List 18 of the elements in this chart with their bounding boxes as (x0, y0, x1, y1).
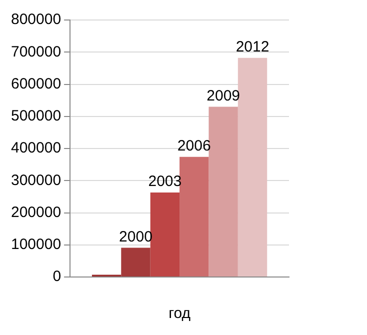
y-tick-label: 500000 (10, 108, 62, 125)
series-label: 2009 (206, 87, 240, 104)
y-tick-label: 400000 (10, 140, 62, 157)
bar (208, 106, 238, 276)
bar (150, 192, 180, 276)
bar (180, 156, 209, 276)
x-axis-title: год (168, 305, 191, 322)
y-tick-label: 0 (52, 268, 62, 286)
y-tick-label: 700000 (10, 43, 62, 60)
bar (121, 248, 150, 276)
y-tick-label: 100000 (10, 236, 62, 254)
y-tick-label: 800000 (10, 11, 62, 28)
y-tick-label: 200000 (10, 204, 62, 221)
y-tick-label: 600000 (10, 75, 62, 92)
series-label: 2006 (177, 137, 211, 154)
y-tick-label: 300000 (10, 172, 62, 189)
bar (238, 58, 268, 276)
series-label: 2012 (236, 38, 270, 56)
